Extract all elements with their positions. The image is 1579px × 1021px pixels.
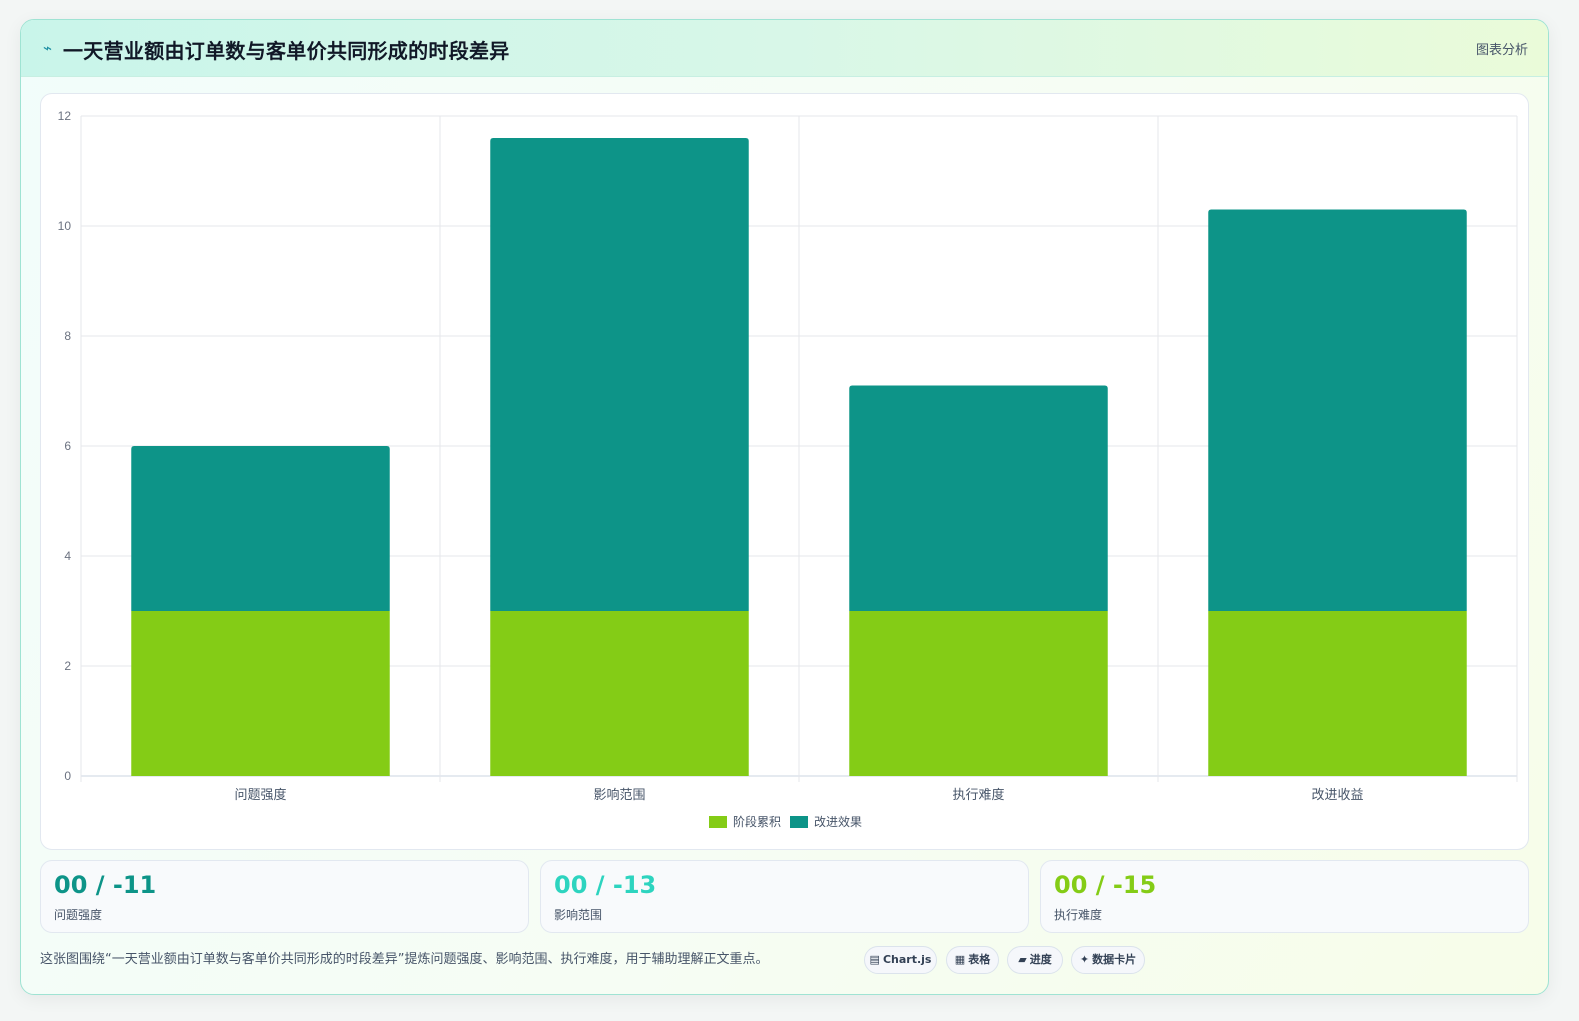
- bolt-icon: ⌁: [43, 39, 53, 57]
- kpi-value: 00 / -13: [554, 871, 657, 899]
- legend-label: 改进效果: [814, 814, 862, 829]
- bar-stage: [1208, 611, 1467, 776]
- x-tick-label: 执行难度: [952, 787, 1004, 802]
- bar-effect: [490, 138, 749, 611]
- y-tick-label: 2: [64, 659, 71, 673]
- tag-chartjs[interactable]: ▤ Chart.js: [864, 946, 937, 974]
- legend-swatch: [790, 816, 808, 828]
- y-tick-label: 0: [64, 769, 71, 783]
- kpi-value: 00 / -11: [54, 871, 157, 899]
- chart-analysis-link[interactable]: 图表分析: [1475, 43, 1528, 58]
- tag-label: 数据卡片: [1092, 953, 1137, 966]
- page-title: 一天营业额由订单数与客单价共同形成的时段差异: [63, 39, 510, 63]
- tag-table[interactable]: ▦ 表格: [946, 946, 999, 974]
- tag-data-card[interactable]: ✦ 数据卡片: [1071, 946, 1145, 974]
- table-icon: ▦: [954, 953, 966, 966]
- y-tick-label: 6: [64, 439, 71, 453]
- x-tick-label: 问题强度: [234, 787, 286, 802]
- bar-effect: [849, 385, 1108, 611]
- y-tick-label: 10: [58, 219, 72, 233]
- sparkle-icon: ✦: [1079, 953, 1090, 966]
- tag-label: 进度: [1029, 953, 1052, 966]
- legend-label: 阶段累积: [733, 814, 781, 829]
- chart-icon: ▤: [869, 953, 880, 966]
- tag-label: 表格: [968, 953, 991, 966]
- bar-stage: [131, 611, 390, 776]
- tag-label: Chart.js: [882, 953, 932, 966]
- kpi-label: 问题强度: [54, 908, 103, 922]
- kpi-card-execution-difficulty: 00 / -15 执行难度: [1040, 860, 1529, 933]
- kpi-label: 执行难度: [1054, 908, 1103, 922]
- kpi-card-problem-intensity: 00 / -11 问题强度: [40, 860, 529, 933]
- chart-card: ⌁ 一天营业额由订单数与客单价共同形成的时段差异 图表分析 0 2 4 6 8 10 12 问…: [20, 19, 1549, 995]
- x-tick-label: 影响范围: [593, 787, 645, 802]
- bar-effect: [1208, 209, 1467, 611]
- x-tick-label: 改进收益: [1311, 787, 1363, 802]
- kpi-label: 影响范围: [554, 908, 603, 922]
- y-tick-label: 4: [64, 549, 71, 563]
- tag-progress[interactable]: ▰ 进度: [1007, 946, 1063, 974]
- bar-stage: [490, 611, 749, 776]
- y-tick-label: 8: [64, 329, 71, 343]
- bar-stage: [849, 611, 1108, 776]
- progress-icon: ▰: [1018, 953, 1027, 966]
- card-header: ⌁ 一天营业额由订单数与客单价共同形成的时段差异 图表分析: [21, 20, 1548, 77]
- chart-panel: 0 2 4 6 8 10 12 问题强度 影响范围 执行难度 改进收益阶段累积 改进效果: [40, 93, 1529, 850]
- y-tick-label: 12: [58, 109, 72, 123]
- legend-swatch: [709, 816, 727, 828]
- kpi-value: 00 / -15: [1054, 871, 1157, 899]
- footer-description: 这张图围绕“一天营业额由订单数与客单价共同形成的时段差异”提炼问题强度、影响范围…: [40, 952, 769, 967]
- kpi-card-impact-scope: 00 / -13 影响范围: [540, 860, 1029, 933]
- bar-effect: [131, 446, 390, 611]
